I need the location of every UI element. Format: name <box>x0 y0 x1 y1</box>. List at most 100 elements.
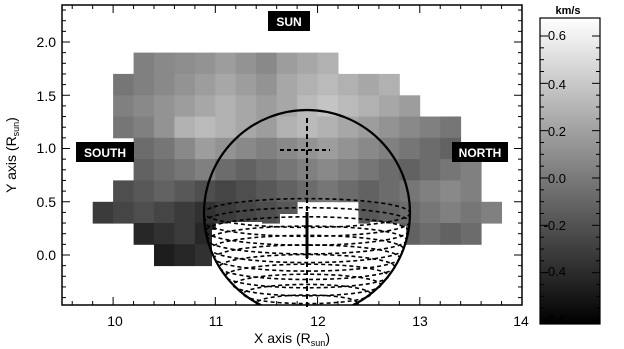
heatmap-cell <box>256 116 278 139</box>
heatmap-cell <box>194 137 216 160</box>
heatmap-cell <box>276 180 298 203</box>
heatmap-cell <box>154 201 175 224</box>
heatmap-cell <box>256 159 278 181</box>
y-tick-0.0: 0.0 <box>37 247 57 263</box>
heatmap-cell <box>194 52 216 75</box>
heatmap-cell <box>215 180 237 203</box>
heatmap-cell <box>358 159 380 181</box>
colorbar-tick-m0.6: -0.6 <box>544 312 566 327</box>
heatmap-cell <box>174 223 196 245</box>
colorbar-ticks <box>540 35 600 321</box>
heatmap-cell <box>276 159 298 181</box>
heatmap-cell <box>317 180 339 203</box>
y-tick-1.0: 1.0 <box>37 140 57 156</box>
heatmap-cell <box>440 159 462 181</box>
heatmap-cell <box>399 116 421 139</box>
heatmap-cell <box>154 180 175 203</box>
heatmap-cell <box>235 159 257 181</box>
annotation-south: SOUTH <box>76 142 134 162</box>
heatmap-cell <box>276 137 298 160</box>
heatmap-cell <box>399 137 421 160</box>
heatmap-cell <box>235 137 257 160</box>
heatmap-cell <box>215 95 237 118</box>
heatmap-cell <box>215 52 237 75</box>
heatmap-cell <box>133 201 155 224</box>
heatmap-cell <box>317 52 339 75</box>
heatmap-cell <box>174 159 196 181</box>
heatmap-cell <box>378 95 400 118</box>
annotation-sun: SUN <box>268 11 310 31</box>
heatmap-cell <box>297 52 318 75</box>
colorbar-tick-0.0: 0.0 <box>548 171 566 186</box>
colorbar-unit: km/s <box>555 5 580 17</box>
heatmap-cell <box>154 116 175 139</box>
heatmap-cell <box>174 73 196 96</box>
heatmap-cell <box>399 95 421 118</box>
colorbar <box>539 17 601 325</box>
heatmap-cell <box>338 180 359 203</box>
x-tick-14: 14 <box>513 313 529 329</box>
svg-text:NORTH: NORTH <box>459 146 502 160</box>
heatmap-cell <box>256 95 278 118</box>
heatmap-cell <box>133 180 155 203</box>
heatmap-cell <box>317 137 339 160</box>
heatmap-cell <box>297 73 318 96</box>
heatmap-cell <box>113 201 134 224</box>
heatmap-cell <box>215 73 237 96</box>
heatmap-cell <box>154 95 175 118</box>
heatmap-cell <box>235 95 257 118</box>
heatmap-cell <box>419 159 441 181</box>
heatmap-cell <box>460 201 482 224</box>
heatmap-cell <box>133 159 155 181</box>
heatmap-cell <box>419 201 441 224</box>
heatmap-cell <box>358 180 380 203</box>
heatmap-cell <box>317 159 339 181</box>
y-tick-2.0: 2.0 <box>37 34 57 50</box>
colorbar-tick-0.6: 0.6 <box>548 28 566 43</box>
heatmap-cell <box>256 73 278 96</box>
heatmap-cell <box>133 116 155 139</box>
heatmap-cell <box>235 73 257 96</box>
heatmap-cell <box>419 116 441 139</box>
heatmap-cell <box>338 73 359 96</box>
heatmap-cell <box>440 180 462 203</box>
svg-text:SUN: SUN <box>276 15 301 29</box>
heatmap-cell <box>276 73 298 96</box>
heatmap-cell <box>419 180 441 203</box>
heatmap-cell <box>154 223 175 245</box>
heatmap-cell <box>113 73 134 96</box>
heatmap-cell <box>235 180 257 203</box>
y-tick-0.5: 0.5 <box>37 194 57 210</box>
heatmap-cell <box>133 137 155 160</box>
colorbar-tick-0.4: 0.4 <box>548 77 566 92</box>
heatmap-cell <box>113 180 134 203</box>
y-axis-label: Y axis (Rsun) <box>3 117 21 193</box>
heatmap-cell <box>256 52 278 75</box>
heatmap-cell <box>317 116 339 139</box>
x-tick-12: 12 <box>310 313 326 329</box>
heatmap-cell <box>174 180 196 203</box>
heatmap-cell <box>113 116 134 139</box>
heatmap-cell <box>256 137 278 160</box>
heatmap-cell <box>481 201 502 224</box>
heatmap-cell <box>235 52 257 75</box>
heatmap-cell <box>154 137 175 160</box>
heatmap-cell <box>297 137 318 160</box>
heatmap-cell <box>154 73 175 96</box>
heatmap-cell <box>440 116 462 139</box>
heatmap-cell <box>133 52 155 75</box>
heatmap-cell <box>358 73 380 96</box>
heatmap-cell <box>378 201 400 224</box>
heatmap-cell <box>419 223 441 245</box>
heatmap-cell <box>154 244 175 267</box>
heatmap-cell <box>215 116 237 139</box>
heatmap-cell <box>154 159 175 181</box>
sphere-outline <box>202 108 412 305</box>
heatmap-cell <box>276 116 298 139</box>
heatmap-cell <box>133 73 155 96</box>
heatmap-cell <box>133 223 155 245</box>
heatmap-cell <box>460 223 482 245</box>
heatmap-cell <box>194 95 216 118</box>
annotation-north: NORTH <box>452 142 508 162</box>
colorbar-tick-0.2: 0.2 <box>548 124 566 139</box>
